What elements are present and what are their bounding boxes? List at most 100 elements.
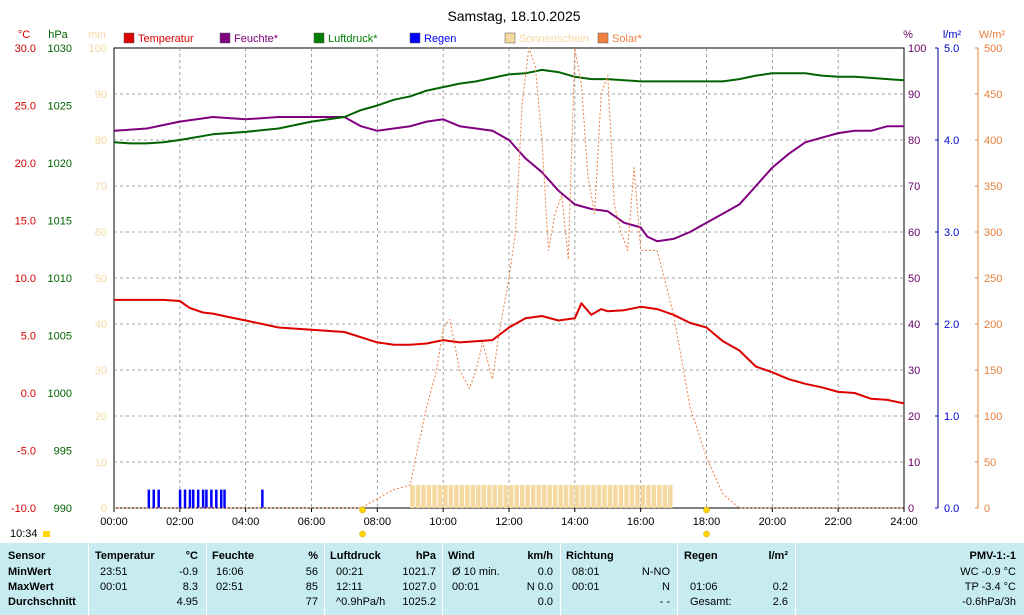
axis-units: °C hPa min% l/m² W/m² (18, 29, 1006, 41)
x-tick-label: 10:00 (429, 516, 457, 528)
temperature-tick-label: -5.0 (17, 446, 36, 458)
rain-tick-label: 5.0 (944, 43, 959, 55)
legend-label: Luftdruck* (328, 33, 378, 45)
solar-tick-label: 400 (984, 135, 1002, 147)
legend-swatch (409, 32, 421, 44)
sunshine-bar (651, 485, 657, 508)
rain-bar (188, 489, 192, 508)
rain-bar (210, 489, 213, 508)
stat-label: Durchschnitt (8, 596, 76, 608)
humidity-tick-label: 60 (908, 227, 920, 239)
sunshine-bar (536, 485, 541, 508)
stat-w_time: 00:01 (452, 581, 480, 593)
sunshine-bar (607, 485, 613, 508)
sunshine-bar (509, 485, 514, 508)
sunshine-bar (629, 485, 635, 508)
series-lines (113, 47, 905, 509)
sunshine-bar (410, 485, 415, 508)
stat-pmv: -0.6hPa/3h (962, 596, 1016, 608)
header-temp-unit: °C (185, 550, 198, 562)
rain-bar (183, 489, 187, 508)
sunshine-tick-label: 90 (95, 89, 107, 101)
sunshine-bar (613, 485, 618, 508)
x-tick-label: 24:00 (890, 516, 918, 528)
x-tick-label: 06:00 (298, 516, 326, 528)
sunshine-bar (492, 485, 498, 508)
stat-t_time: 00:01 (100, 581, 128, 593)
stat-t_val: 8.3 (182, 581, 198, 593)
temperature-tick-label: 5.0 (21, 331, 36, 343)
header-rain-unit: l/m² (768, 550, 788, 562)
rain-bar (201, 489, 205, 508)
legend-item: Temperatur (123, 32, 194, 45)
header-direction: Richtung (566, 550, 614, 562)
legend-label: Regen (424, 33, 456, 45)
humidity-tick-label: 0 (908, 503, 914, 515)
series-line-luftdruck (113, 68, 905, 145)
stat-p_time: 12:11 (336, 581, 363, 593)
x-tick-label: 08:00 (364, 516, 392, 528)
sunshine-bar (602, 485, 607, 508)
humidity-tick-label: 10 (908, 457, 920, 469)
sunshine-bar (640, 485, 646, 508)
sunshine-bar (519, 485, 525, 508)
sunshine-bar (618, 485, 624, 508)
sunshine-tick-label: 50 (95, 273, 107, 285)
solar-tick-label: 500 (984, 43, 1002, 55)
sunshine-bar (657, 485, 662, 508)
stat-w_val: 0.0 (537, 566, 553, 578)
sunshine-tick-label: 20 (95, 411, 107, 423)
sunshine-bar (574, 485, 580, 508)
solar-tick-label: 150 (984, 365, 1002, 377)
humidity-tick-label: 90 (908, 89, 920, 101)
stat-w_val: 0.0 (537, 596, 553, 608)
sunshine-bar (558, 485, 563, 508)
pressure-tick-label: 1000 (48, 388, 72, 400)
sunshine-bar (585, 485, 591, 508)
sunshine-tick-label: 100 (89, 43, 107, 55)
legend-swatch (123, 32, 135, 44)
temperature-tick-label: 20.0 (15, 158, 36, 170)
stat-pmv: WC -0.9 °C (960, 566, 1016, 578)
legend-label: Feuchte* (234, 33, 279, 45)
chart-legend: Temperatur Feuchte* Luftdruck* Regen Sonnens… (123, 32, 643, 45)
solar-tick-label: 50 (984, 457, 996, 469)
rain-unit-label: l/m² (943, 29, 962, 41)
stat-t_time: 23:51 (100, 566, 128, 578)
x-tick-label: 04:00 (232, 516, 260, 528)
humidity-unit-label: % (903, 29, 913, 41)
series-line-solar (114, 47, 904, 509)
header-pressure: Luftdruck (330, 550, 381, 562)
rain-bar (261, 489, 264, 508)
sunshine-tick-label: 30 (95, 365, 107, 377)
rain-bar (219, 489, 223, 508)
stat-d_time: 00:01 (572, 581, 600, 593)
temperature-tick-label: 15.0 (15, 216, 36, 228)
stat-w_time: Ø 10 min. (452, 566, 500, 578)
rain-bar (215, 489, 218, 508)
sunshine-tick-label: 40 (95, 319, 107, 331)
stat-h_time: 02:51 (216, 581, 244, 593)
stat-d_val: N-NO (641, 566, 670, 578)
pressure-tick-label: 1005 (48, 331, 72, 343)
stat-r_val: 0.2 (772, 581, 788, 593)
stat-r_val: 2.6 (772, 596, 788, 608)
solar-tick-label: 100 (984, 411, 1002, 423)
series-line-temperatur (114, 298, 905, 405)
stat-t_val: 4.95 (176, 596, 198, 608)
sunshine-unit-label: min (88, 29, 106, 41)
rain-bar (178, 489, 182, 508)
rain-tick-label: 2.0 (944, 319, 959, 331)
time-markers (359, 506, 710, 538)
sun-time-marker (703, 506, 710, 514)
sunshine-bar (470, 485, 476, 508)
stat-d_val: N (662, 581, 670, 593)
humidity-tick-label: 70 (908, 181, 920, 193)
stat-pmv: TP -3.4 °C (964, 581, 1016, 593)
rain-tick-label: 4.0 (944, 135, 959, 147)
rain-bar (205, 489, 208, 508)
humidity-tick-label: 50 (908, 273, 920, 285)
stat-label: MinWert (8, 566, 52, 578)
solar-tick-label: 300 (984, 227, 1002, 239)
stat-d_val: - - (659, 596, 670, 608)
